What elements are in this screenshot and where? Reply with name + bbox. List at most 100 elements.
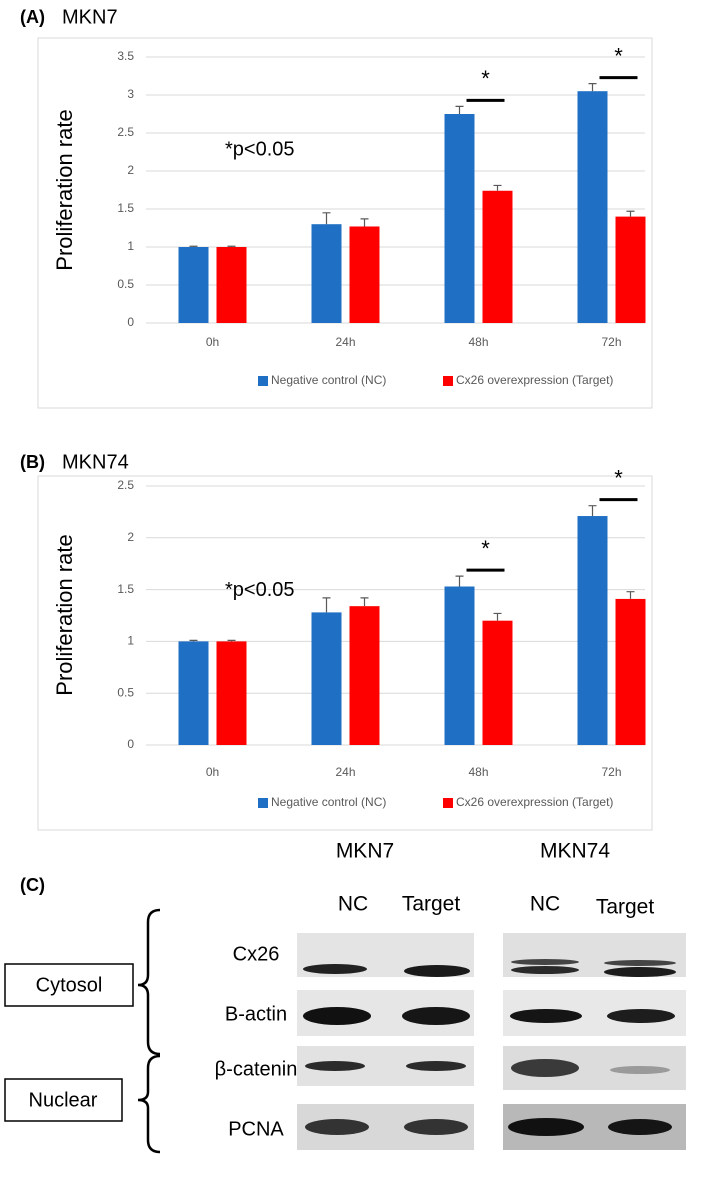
band <box>608 1119 672 1135</box>
error-bar <box>322 212 331 225</box>
lane-label: Target <box>596 896 655 919</box>
error-bar <box>322 597 331 613</box>
protein-label: Cx26 <box>233 943 280 965</box>
chart-frame <box>37 37 653 409</box>
bar <box>482 620 513 745</box>
error-bar <box>227 245 236 247</box>
lane-label: NC <box>530 893 560 916</box>
y-tick-label: 0.5 <box>117 277 134 291</box>
group-label: MKN74 <box>540 840 610 863</box>
bar <box>577 91 608 323</box>
error-bar <box>588 505 597 517</box>
bar <box>178 247 209 323</box>
band <box>305 1119 369 1135</box>
y-tick-label: 3 <box>127 87 134 101</box>
brace <box>137 908 161 1056</box>
x-tick-label: 0h <box>206 765 219 779</box>
brace <box>137 1054 161 1154</box>
legend-swatch <box>443 376 453 386</box>
y-tick-label: 2.5 <box>117 125 134 139</box>
error-bar <box>455 575 464 587</box>
protein-label: B-actin <box>225 1003 287 1025</box>
error-bar <box>626 210 635 217</box>
bar <box>444 114 475 323</box>
band <box>511 959 579 965</box>
bar <box>615 216 646 323</box>
bar <box>349 226 380 323</box>
y-tick-label: 2.5 <box>117 478 134 492</box>
y-tick-label: 0.5 <box>117 685 134 699</box>
x-tick-label: 72h <box>601 335 621 349</box>
chart-title: MKN7 <box>62 6 118 28</box>
band <box>604 967 676 977</box>
band <box>604 960 676 966</box>
error-bar <box>493 612 502 621</box>
annotation: * <box>614 43 623 68</box>
legend-label: Negative control (NC) <box>271 795 386 809</box>
y-tick-label: 1 <box>127 239 134 253</box>
legend-swatch <box>443 798 453 808</box>
protein-label: β-catenin <box>215 1058 298 1080</box>
error-bar <box>360 218 369 227</box>
annotation: * <box>481 66 490 91</box>
x-tick-label: 0h <box>206 335 219 349</box>
protein-label: PCNA <box>228 1118 284 1140</box>
fraction-box <box>4 963 134 1007</box>
y-axis-label: Proliferation rate <box>52 109 77 270</box>
error-bar <box>493 184 502 191</box>
x-tick-label: 24h <box>335 335 355 349</box>
legend-label: Cx26 overexpression (Target) <box>456 795 613 809</box>
band <box>404 1119 468 1135</box>
bar <box>349 606 380 745</box>
x-tick-label: 48h <box>468 335 488 349</box>
lane-label: NC <box>338 893 368 916</box>
error-bar <box>455 105 464 114</box>
error-bar <box>626 591 635 599</box>
band <box>305 1061 365 1071</box>
band <box>303 1007 371 1025</box>
fraction-label: Cytosol <box>36 974 103 996</box>
bar <box>311 612 342 745</box>
y-tick-label: 1 <box>127 634 134 648</box>
group-label: MKN7 <box>336 840 394 863</box>
error-bar <box>189 245 198 247</box>
bar <box>216 247 247 323</box>
chart-title: MKN74 <box>62 451 129 473</box>
band <box>303 964 367 974</box>
band <box>510 1009 582 1023</box>
band <box>511 1059 579 1077</box>
chart-frame <box>37 475 653 831</box>
bar <box>482 190 513 323</box>
legend-label: Negative control (NC) <box>271 373 386 387</box>
bar <box>615 598 646 745</box>
panel-label: (A) <box>20 7 45 27</box>
legend-swatch <box>258 376 268 386</box>
y-tick-label: 0 <box>127 737 134 751</box>
annotation: * <box>614 465 623 490</box>
y-axis-label: Proliferation rate <box>52 534 77 695</box>
annotation: *p<0.05 <box>225 579 295 601</box>
y-tick-label: 3.5 <box>117 49 134 63</box>
band <box>402 1007 470 1025</box>
bar <box>577 516 608 745</box>
band <box>610 1066 670 1074</box>
bar <box>444 586 475 745</box>
y-tick-label: 1.5 <box>117 582 134 596</box>
error-bar <box>189 639 198 642</box>
x-tick-label: 72h <box>601 765 621 779</box>
error-bar <box>360 597 369 607</box>
y-tick-label: 0 <box>127 315 134 329</box>
band <box>508 1118 584 1136</box>
legend-swatch <box>258 798 268 808</box>
band <box>511 966 579 974</box>
y-tick-label: 2 <box>127 163 134 177</box>
fraction-box <box>4 1078 123 1122</box>
bar <box>311 224 342 323</box>
annotation: * <box>481 536 490 561</box>
band <box>404 965 470 977</box>
panel-label: (C) <box>20 875 45 895</box>
lane-label: Target <box>402 893 461 916</box>
annotation: *p<0.05 <box>225 138 295 160</box>
y-tick-label: 2 <box>127 530 134 544</box>
